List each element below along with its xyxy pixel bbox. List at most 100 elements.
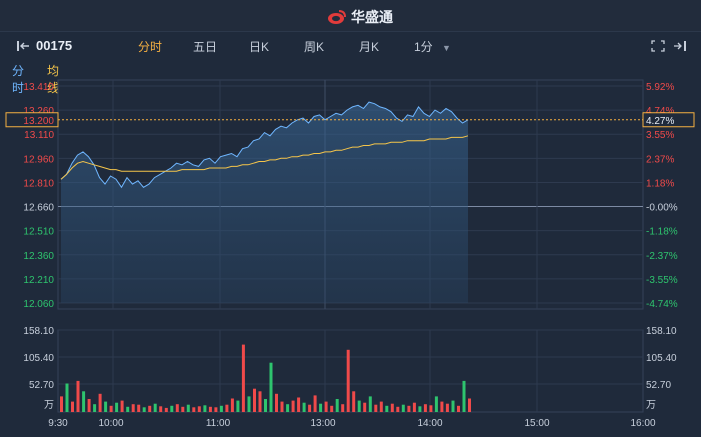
intraday-legend[interactable]: 分时: [12, 64, 25, 95]
volume-bar: [60, 396, 63, 412]
tab-intraday[interactable]: 分时: [138, 40, 163, 54]
brand-name: 华盛通: [351, 9, 393, 25]
volume-bar: [164, 407, 168, 412]
pct-tick-label: -4.74%: [646, 299, 678, 310]
huasheng-logo-icon: [328, 10, 346, 24]
volume-bar: [280, 401, 284, 412]
time-tick-label: 16:00: [630, 418, 655, 429]
price-tick-label: 12.960: [23, 154, 54, 165]
pct-tick-label: 4.74%: [646, 106, 674, 117]
volume-bar: [131, 404, 135, 412]
volume-bar: [175, 404, 179, 412]
price-tick-label: 12.060: [23, 299, 54, 310]
volume-bar: [357, 400, 361, 412]
volume-bar: [258, 391, 262, 412]
volume-bar: [225, 404, 229, 412]
volume-bar: [137, 404, 141, 412]
volume-bar: [330, 405, 334, 412]
volume-bar: [253, 388, 256, 412]
app-header: 华盛通: [0, 0, 701, 32]
avg-line-legend[interactable]: 均线: [47, 64, 60, 95]
volume-bar: [379, 401, 383, 412]
tab-monthly-k[interactable]: 月K: [359, 40, 380, 54]
avg-line: [60, 135, 469, 180]
volume-bar: [346, 349, 350, 412]
volume-bar: [291, 400, 295, 412]
price-tick-label: 12.210: [23, 275, 54, 286]
volume-bar: [104, 401, 108, 412]
current-pct-label: 4.27%: [646, 116, 674, 127]
volume-tick-label: 105.40: [646, 353, 677, 364]
volume-bar: [98, 393, 102, 412]
time-tick-label: 11:00: [206, 418, 231, 429]
ticker-code: 00175: [36, 38, 73, 53]
volume-bar: [412, 402, 416, 412]
volume-bar: [241, 344, 245, 412]
volume-bar: [148, 405, 152, 412]
volume-bar: [401, 404, 405, 412]
volume-bar: [93, 404, 97, 412]
price-tick-label: 12.810: [23, 178, 54, 189]
panel-toggle-icon[interactable]: [16, 40, 30, 52]
volume-bar: [192, 407, 196, 412]
current-price-box: [5, 112, 59, 128]
volume-bar: [462, 380, 466, 412]
volume-bar: [181, 406, 185, 412]
volume-tick-label: 105.40: [23, 353, 54, 364]
volume-bar: [203, 405, 207, 412]
volume-bar: [115, 402, 119, 412]
volume-bar: [374, 404, 378, 412]
volume-bar: [269, 362, 273, 412]
pct-tick-label: 2.37%: [646, 154, 674, 165]
volume-bar: [170, 405, 174, 412]
price-tick-label: 13.110: [24, 130, 54, 141]
volume-panel-frame: [57, 329, 644, 413]
volume-bar: [153, 403, 157, 412]
volume-bar: [368, 396, 372, 412]
volume-bar: [445, 403, 449, 412]
pct-tick-label: 3.55%: [646, 130, 674, 141]
tab-weekly-k[interactable]: 周K: [304, 40, 325, 54]
volume-bar: [87, 399, 91, 412]
volume-bar: [363, 402, 367, 412]
time-tick-label: 15:00: [524, 418, 549, 429]
volume-bar: [142, 407, 146, 412]
exit-icon[interactable]: [673, 40, 687, 52]
tab-daily-k[interactable]: 日K: [249, 40, 270, 54]
volume-bar: [219, 405, 223, 412]
volume-bar: [335, 399, 339, 412]
price-line: [60, 101, 469, 189]
volume-bar: [451, 400, 455, 412]
ticker: 00175: [16, 38, 72, 53]
price-tick-label: 12.660: [23, 203, 54, 214]
volume-bar: [65, 383, 69, 412]
volume-bar: [236, 400, 240, 412]
volume-bar: [71, 401, 74, 412]
volume-bar: [440, 401, 444, 412]
volume-bar: [297, 397, 301, 412]
volume-bar: [126, 406, 130, 412]
volume-tick-label: 52.70: [646, 380, 671, 391]
volume-bar: [159, 406, 163, 412]
price-area: [61, 102, 468, 303]
current-pct-box: [642, 112, 695, 128]
brand: 华盛通: [327, 7, 393, 27]
pct-tick-label: -2.37%: [646, 251, 678, 262]
volume-bar: [82, 391, 86, 412]
time-tick-label: 10:00: [98, 418, 123, 429]
expand-icon[interactable]: [651, 40, 665, 52]
time-tick-label: 9:30: [48, 418, 68, 429]
volume-bar: [247, 396, 251, 412]
volume-bar: [109, 405, 113, 412]
volume-bar: [230, 398, 234, 412]
volume-bar: [407, 405, 411, 412]
volume-bar: [76, 380, 80, 412]
tab-minute-select[interactable]: 1分 ▼: [414, 38, 451, 55]
volume-bar: [396, 406, 400, 412]
price-panel-frame: [57, 79, 644, 310]
volume-bar: [341, 404, 345, 412]
volume-tick-label: 52.70: [29, 380, 54, 391]
volume-bar: [208, 406, 212, 412]
tab-five-day[interactable]: 五日: [193, 40, 218, 54]
